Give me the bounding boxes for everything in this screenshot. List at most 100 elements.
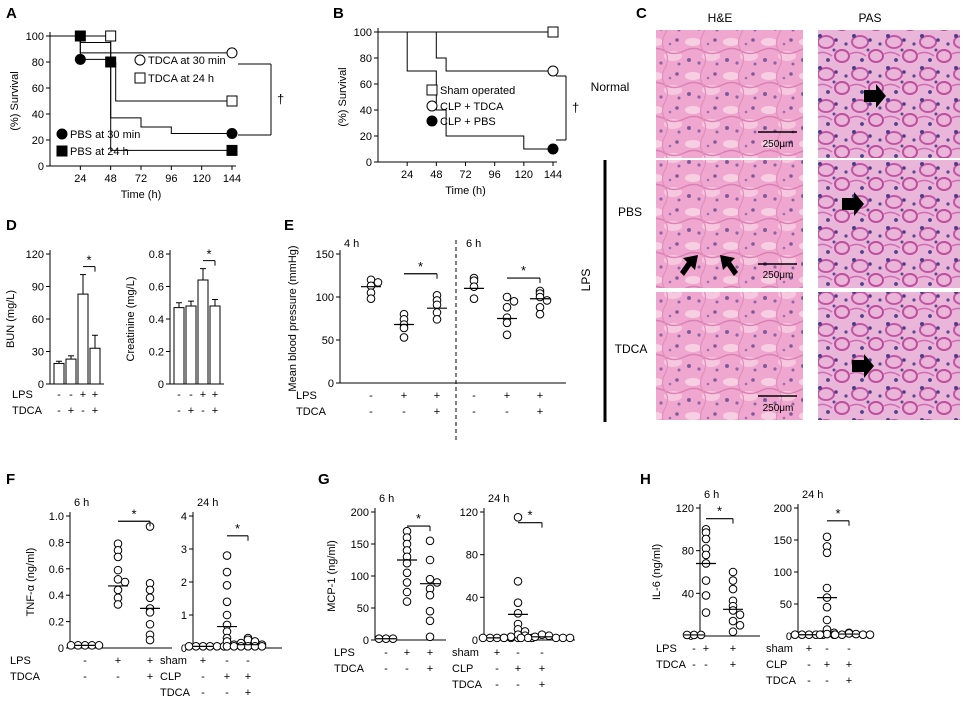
y-tick-label: 0.4 <box>149 314 164 326</box>
row-sign: + <box>212 405 218 417</box>
data-marker <box>547 26 559 38</box>
y-axis-label: IL-6 (ng/ml) <box>651 544 663 600</box>
data-point <box>728 606 738 615</box>
data-point <box>516 633 526 643</box>
row-sign: - <box>516 647 520 659</box>
row-label: TDCA <box>334 663 365 675</box>
data-point <box>145 619 155 629</box>
y-tick-label: 0 <box>786 631 792 643</box>
data-point <box>830 630 840 640</box>
row-sign: + <box>824 659 830 671</box>
blood-pressure-chart: 0 50 100 150 Mean blood pressure (mmHg) - + + - +… <box>287 238 566 442</box>
row-sign: - <box>384 663 388 675</box>
data-point <box>432 578 442 587</box>
row-label: LPS <box>334 647 355 659</box>
arrow-icon <box>864 84 886 108</box>
mcp1-6h-chart: 0 50 100 150 200 MCP-1 (ng/ml) 6 h LPS - + + TDCA - -… <box>326 493 446 675</box>
data-point <box>837 630 847 640</box>
data-marker <box>226 128 238 139</box>
bar <box>173 307 185 385</box>
data-point <box>858 630 868 640</box>
data-point <box>513 598 523 607</box>
data-marker <box>56 128 68 140</box>
row-sign: - <box>405 663 409 675</box>
y-tick-label: 40 <box>32 109 44 121</box>
row-sign: + <box>703 643 709 655</box>
data-point <box>735 610 745 619</box>
micrograph-pas-normal <box>818 30 960 158</box>
data-point <box>701 534 711 544</box>
row-sign: + <box>404 647 410 659</box>
data-point <box>565 633 575 643</box>
data-point <box>229 642 239 651</box>
data-point <box>184 642 194 651</box>
x-tick-label: 120 <box>192 173 210 185</box>
scale-label-2: 250μm <box>763 270 794 281</box>
data-point <box>513 513 523 522</box>
panel-label-f: F <box>6 471 15 488</box>
data-point <box>822 532 832 542</box>
significance-star: * <box>835 506 840 521</box>
data-marker <box>226 47 238 59</box>
data-point <box>509 297 519 306</box>
arrow-icon <box>720 255 738 276</box>
row-sign: + <box>515 663 521 675</box>
significance-star: * <box>418 259 423 274</box>
data-marker <box>74 53 86 65</box>
data-point <box>728 576 738 585</box>
survival-curve <box>378 31 553 150</box>
row-sign: + <box>401 390 407 402</box>
data-point <box>212 642 222 651</box>
data-point <box>469 294 479 304</box>
row-sign: + <box>537 406 543 418</box>
y-axis-label: Creatinine (mg/L) <box>125 277 137 362</box>
x-tick-label: 72 <box>135 173 147 185</box>
row-sign: + <box>147 671 153 683</box>
row-label: CLP <box>766 659 787 671</box>
row-sign: + <box>68 405 74 417</box>
data-point <box>701 608 711 617</box>
data-point <box>399 333 409 342</box>
data-point <box>523 633 533 643</box>
data-marker <box>226 95 238 107</box>
row-sign: - <box>807 675 811 687</box>
data-point <box>145 593 155 603</box>
row-sign: - <box>369 390 373 402</box>
time-label: 6 h <box>704 489 719 501</box>
micrograph-pas-tdca <box>818 292 960 420</box>
row-sign: - <box>225 655 229 667</box>
panel-label-d: D <box>6 217 17 234</box>
row-label-normal: Normal <box>591 80 630 94</box>
significance-star: * <box>86 253 91 268</box>
time-label: 24 h <box>197 497 218 509</box>
bar <box>209 305 221 385</box>
row-sign: - <box>540 647 544 659</box>
data-point <box>257 642 267 651</box>
row-sign: + <box>434 406 440 418</box>
panel-label-a: A <box>6 5 17 22</box>
row-sign: - <box>402 406 406 418</box>
y-tick-label: 60 <box>360 79 372 91</box>
y-axis-label: (%) Survival <box>337 67 349 126</box>
y-tick-label: 2 <box>181 577 187 589</box>
data-point <box>701 576 711 585</box>
time-label: 6 h <box>74 497 89 509</box>
y-tick-label: 0 <box>58 643 64 655</box>
row-sign: - <box>81 405 85 417</box>
y-axis-label: TNF-α (ng/ml) <box>25 548 37 617</box>
row-sign: - <box>201 687 205 699</box>
data-marker <box>134 54 146 66</box>
data-point <box>66 641 76 650</box>
data-point <box>94 641 104 650</box>
data-point <box>222 551 232 560</box>
dagger-annotation: † <box>277 92 284 107</box>
panel-label-e: E <box>284 217 294 234</box>
scale-label-3: 250μm <box>763 403 794 414</box>
significance-star: * <box>416 511 421 526</box>
data-point <box>425 616 435 626</box>
x-tick-label: 24 <box>401 169 413 181</box>
y-tick-label: 0 <box>328 378 334 390</box>
row-sign: + <box>806 643 812 655</box>
